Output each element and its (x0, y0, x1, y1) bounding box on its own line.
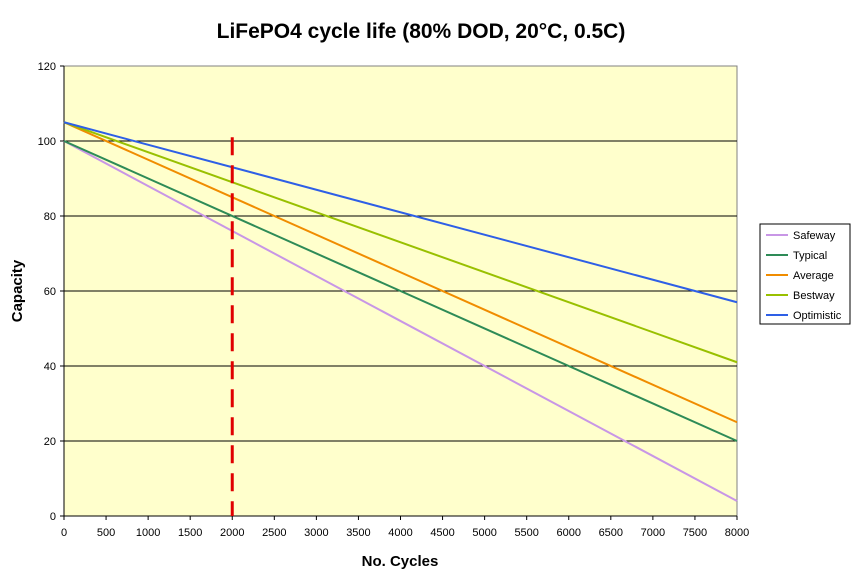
y-axis-ticks: 0 20 40 60 80 100 120 (38, 61, 64, 523)
series-line-typical (63, 140, 738, 442)
x-tick-label: 5500 (514, 527, 538, 539)
x-tick-label: 7500 (683, 527, 707, 539)
y-tick-label: 120 (38, 61, 56, 73)
y-tick-label: 40 (44, 361, 56, 373)
series-line-safeway (63, 140, 738, 502)
x-tick-label: 1500 (178, 527, 202, 539)
legend-label: Optimistic (793, 310, 842, 322)
x-tick-label: 1000 (136, 527, 160, 539)
series-line-bestway (63, 121, 738, 364)
series-line-average (63, 121, 738, 424)
y-tick-label: 100 (38, 136, 56, 148)
legend-label: Safeway (793, 230, 836, 242)
legend: Safeway Typical Average Bestway Optimistic (759, 223, 851, 325)
chart-title: LiFePO4 cycle life (80% DOD, 20°C, 0.5C) (217, 20, 626, 43)
x-tick-label: 4500 (430, 527, 454, 539)
legend-label: Typical (793, 250, 827, 262)
y-tick-label: 0 (50, 511, 56, 523)
series-lines (63, 121, 738, 502)
y-tick-label: 80 (44, 211, 56, 223)
legend-label: Average (793, 270, 834, 282)
x-tick-label: 0 (61, 527, 67, 539)
x-tick-label: 4000 (388, 527, 412, 539)
x-tick-label: 8000 (725, 527, 749, 539)
x-tick-label: 3500 (346, 527, 370, 539)
x-tick-label: 6000 (557, 527, 581, 539)
x-axis-label: No. Cycles (362, 553, 439, 570)
legend-box (759, 223, 851, 325)
y-tick-label: 20 (44, 436, 56, 448)
x-tick-label: 2000 (220, 527, 244, 539)
x-tick-label: 2500 (262, 527, 286, 539)
x-tick-label: 6500 (599, 527, 623, 539)
y-tick-label: 60 (44, 286, 56, 298)
x-axis-ticks: 0 500 1000 1500 2000 2500 3000 3500 4000 4500 5000… (61, 516, 749, 539)
x-tick-label: 5000 (472, 527, 496, 539)
x-tick-label: 7000 (641, 527, 665, 539)
y-axis-label: Capacity (9, 259, 26, 322)
legend-label: Bestway (793, 290, 835, 302)
series-line-optimistic (63, 121, 738, 304)
x-tick-label: 500 (97, 527, 115, 539)
x-tick-label: 3000 (304, 527, 328, 539)
